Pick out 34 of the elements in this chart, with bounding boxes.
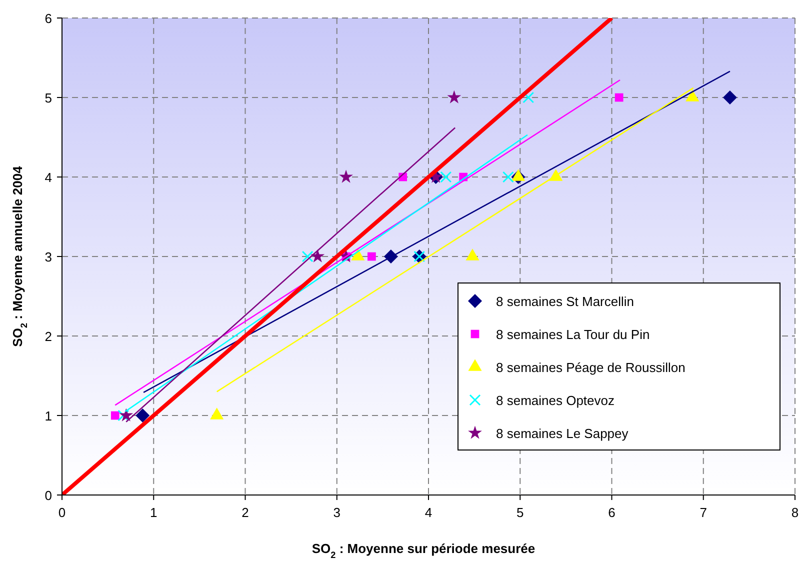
point xyxy=(440,171,452,183)
point xyxy=(302,250,314,262)
y-tick-label: 3 xyxy=(44,250,52,264)
x-tick-label: 3 xyxy=(333,505,340,520)
y-tick-label: 1 xyxy=(44,408,52,424)
legend-label: 8 semaines Le Sappey xyxy=(496,426,629,441)
point xyxy=(368,252,376,261)
y-tick-label: 2 xyxy=(44,329,52,344)
x-tick-label: 4 xyxy=(424,505,432,520)
point xyxy=(447,90,462,104)
point xyxy=(110,411,120,420)
x-tick-label: 5 xyxy=(516,505,524,520)
y-tick-label: 5 xyxy=(44,90,52,106)
x-tick-label: 0 xyxy=(58,505,66,520)
x-tick-label: 1 xyxy=(150,505,158,520)
point xyxy=(502,171,514,183)
legend-label: 8 semaines La Tour du Pin xyxy=(496,327,650,342)
y-tick-label: 0 xyxy=(44,488,52,503)
y-tick-label: 6 xyxy=(44,11,52,26)
point xyxy=(614,93,624,102)
x-tick-label: 7 xyxy=(700,505,707,520)
legend-label: 8 semaines Optevoz xyxy=(496,393,615,408)
point xyxy=(339,170,353,183)
legend-label: 8 semaines St Marcellin xyxy=(496,294,634,309)
x-tick-label: 2 xyxy=(242,505,249,520)
point xyxy=(310,249,325,262)
x-tick-label: 8 xyxy=(791,505,799,520)
x-axis-title: SO$_{2}$ : Moyenne sur période mesurée xyxy=(312,541,536,560)
point xyxy=(136,408,150,422)
point xyxy=(522,92,534,104)
x-tick-label: 6 xyxy=(608,505,616,520)
point xyxy=(722,90,737,104)
y-tick-label: 4 xyxy=(44,170,52,185)
legend-label: 8 semaines Péage de Roussillon xyxy=(496,360,686,375)
